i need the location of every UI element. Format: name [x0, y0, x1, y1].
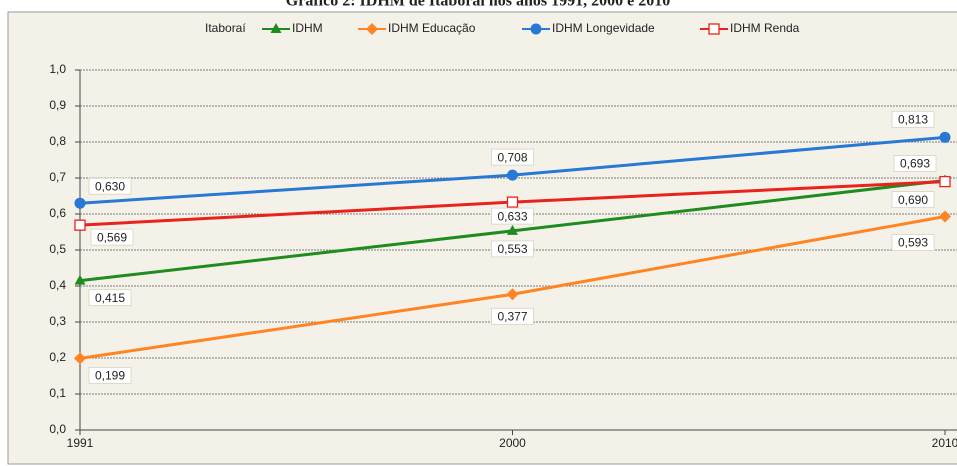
legend-title: Itaboraí — [205, 21, 246, 35]
point — [507, 169, 518, 181]
value-label-box — [88, 289, 132, 307]
legend-label: IDHM Educação — [388, 21, 476, 35]
value-label-box — [491, 148, 534, 166]
y-tick-label: 0,3 — [49, 314, 66, 328]
value-label: 0,633 — [497, 209, 527, 223]
value-label: 0,708 — [497, 150, 527, 164]
point — [506, 196, 519, 208]
legend-marker — [530, 23, 542, 35]
x-tick-label: 2010 — [932, 436, 957, 450]
y-tick-label: 0,4 — [49, 278, 66, 292]
value-label: 0,813 — [898, 112, 928, 126]
point — [74, 352, 86, 365]
value-label-box — [491, 207, 534, 225]
value-label-box — [891, 110, 935, 128]
legend-label: IDHM Renda — [730, 21, 800, 35]
legend-label: IDHM — [292, 21, 323, 35]
value-label: 0,593 — [898, 236, 928, 250]
y-tick-label: 0,8 — [49, 134, 66, 148]
y-tick-label: 0,0 — [49, 422, 66, 436]
legend-marker — [366, 23, 378, 35]
point — [507, 224, 518, 235]
legend-marker — [708, 23, 720, 35]
legend-label: IDHM Longevidade — [552, 21, 655, 35]
y-tick-label: 0,6 — [49, 206, 66, 220]
value-label: 0,693 — [900, 157, 930, 171]
value-label: 0,415 — [95, 291, 125, 305]
value-label: 0,199 — [95, 369, 125, 383]
value-label: 0,377 — [497, 309, 527, 323]
value-label: 0,569 — [97, 230, 127, 244]
point — [74, 197, 86, 209]
value-label-box — [88, 366, 132, 384]
point — [939, 175, 951, 188]
value-label: 0,630 — [95, 179, 125, 193]
chart-title: Gráfico 2: IDHM de Itaboraí nos anos 199… — [286, 0, 670, 10]
point — [74, 274, 86, 285]
y-tick-label: 0,9 — [49, 98, 66, 112]
value-label-box — [491, 307, 534, 325]
y-tick-label: 0,2 — [49, 350, 66, 364]
value-label-box — [893, 155, 937, 172]
value-label-box — [891, 234, 935, 251]
value-label-box — [88, 177, 132, 195]
point — [939, 131, 951, 143]
y-tick-label: 0,5 — [49, 242, 66, 256]
x-tick-label: 2000 — [499, 436, 526, 450]
point — [939, 210, 951, 223]
point — [74, 219, 86, 231]
value-label-box — [491, 240, 534, 258]
value-label-box — [891, 191, 935, 209]
y-tick-label: 1,0 — [49, 62, 66, 76]
y-tick-label: 0,7 — [49, 170, 66, 184]
x-tick-label: 1991 — [67, 436, 94, 450]
point — [506, 288, 519, 301]
value-label: 0,553 — [497, 242, 527, 256]
value-label: 0,690 — [898, 193, 928, 207]
value-label-box — [90, 228, 134, 246]
legend-marker — [270, 23, 282, 33]
y-tick-label: 0,1 — [49, 386, 66, 400]
